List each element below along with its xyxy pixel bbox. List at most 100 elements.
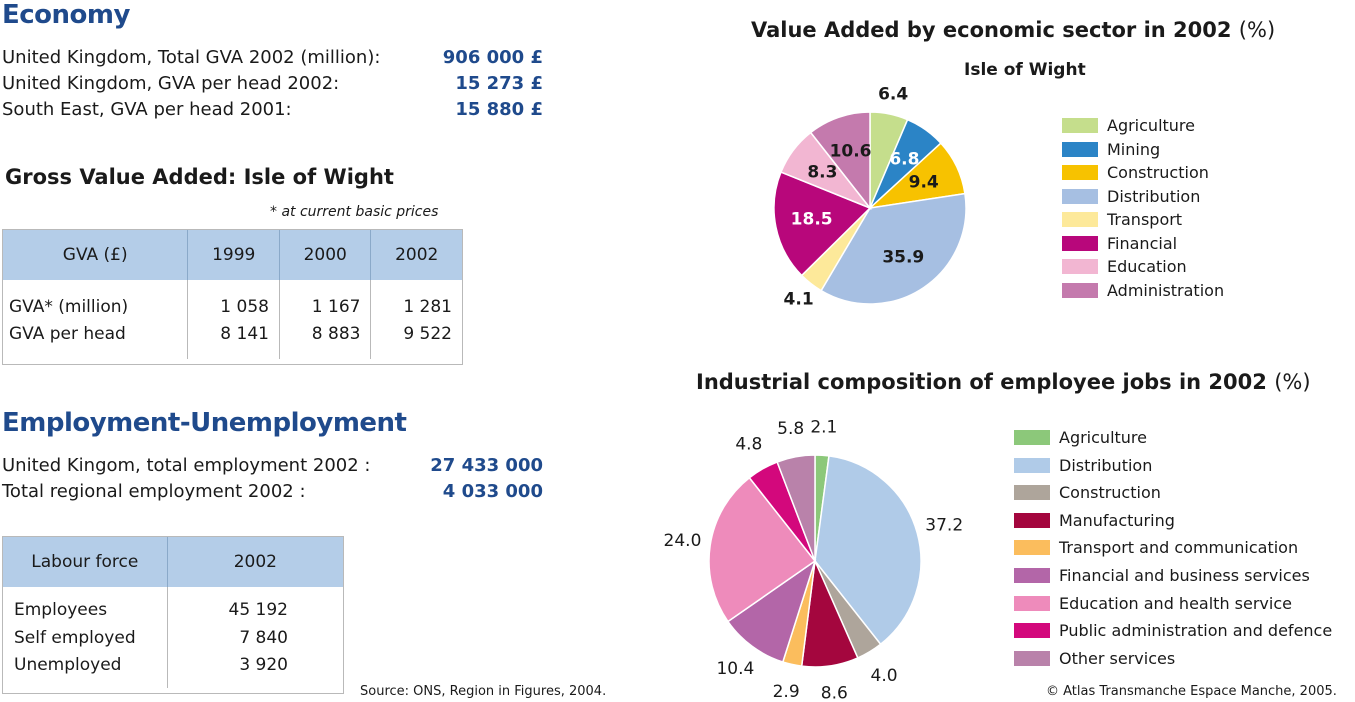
data-label-transport: 4.1 <box>784 289 814 309</box>
chart1-title-unit: (%) <box>1238 18 1276 42</box>
table-cell: 45 192 <box>228 600 288 620</box>
table-cell: 1 281 <box>403 296 452 317</box>
table-row: Employees 45 192 <box>3 587 343 621</box>
table-cell: 1 167 <box>279 280 372 319</box>
legend-swatch <box>1062 235 1098 251</box>
legend-swatch <box>1014 623 1050 639</box>
table-cell: Unemployed <box>3 654 168 688</box>
legend-label: Manufacturing <box>1059 510 1175 530</box>
data-label-education-and-health-service: 24.0 <box>664 531 702 551</box>
legend-item-construction: Construction <box>1062 163 1209 182</box>
economy-label: South East, GVA per head 2001: <box>2 99 292 120</box>
legend-label: Education <box>1107 257 1187 276</box>
labour-table-frame <box>2 536 344 694</box>
gva-table-header: 2002 <box>370 230 462 280</box>
legend-label: Education and health service <box>1059 593 1292 613</box>
data-label-mining: 6.8 <box>889 149 919 169</box>
legend-swatch <box>1062 141 1098 157</box>
pie-slice-education-and-health-service <box>708 476 817 623</box>
pie-slice-other-services <box>776 454 816 562</box>
legend-label: Administration <box>1107 280 1225 300</box>
labour-table-header: 2002 <box>167 537 343 587</box>
table-cell: GVA* (million) <box>3 280 189 319</box>
table-cell: Self employed <box>3 621 168 654</box>
legend-label: Transport <box>1107 210 1183 229</box>
pie-chart-value-added: 6.4 6.8 9.4 35.9 4.1 18.5 8.310.6 <box>773 84 967 309</box>
gva-table-header: 1999 <box>187 230 280 280</box>
pie-slice-distribution <box>814 455 922 646</box>
gva-table-header-row: GVA (£) 1999 2000 2002 <box>3 230 462 280</box>
legend-label: Agriculture <box>1059 428 1147 447</box>
legend-item-distribution: Distribution <box>1062 187 1200 206</box>
chart1-title-text: Value Added by economic sector in 2002 <box>751 18 1232 42</box>
chart2-title-unit: (%) <box>1274 370 1311 394</box>
data-label-other-services: 5.8 <box>777 419 804 439</box>
pie-slice-distribution <box>820 192 967 305</box>
employment-heading: Employment-Unemployment <box>2 408 407 438</box>
legend-label: Financial and business services <box>1059 566 1310 585</box>
table-cell: 3 920 <box>239 655 288 675</box>
data-label-agriculture: 2.1 <box>810 417 837 437</box>
data-label-financial: 18.5 <box>791 210 833 230</box>
legend-label: Distribution <box>1107 186 1201 206</box>
chart1-subtitle: Isle of Wight <box>964 60 1086 80</box>
legend-swatch <box>1062 212 1098 227</box>
chart2-title: Industrial composition of employee jobs … <box>696 370 1311 394</box>
data-label-construction: 9.4 <box>909 172 939 192</box>
legend-item-manufacturing: Manufacturing <box>1014 511 1175 530</box>
legend-label: Other services <box>1059 648 1176 668</box>
pie-slice-financial-and-business-services <box>726 559 817 663</box>
legend-item-administration: Administration <box>1062 281 1224 300</box>
labour-table-header: Labour force <box>3 537 168 587</box>
employment-label: United Kingom, total employment 2002 : <box>2 455 371 476</box>
legend-item-agriculture: Agriculture <box>1062 116 1195 135</box>
economy-label: United Kingdom, GVA per head 2002: <box>2 73 340 94</box>
legend-swatch <box>1062 118 1098 133</box>
data-label-education: 8.3 <box>807 162 837 182</box>
legend-swatch <box>1014 485 1050 501</box>
economy-value: 15 273 £ <box>455 73 543 94</box>
legend-label: Distribution <box>1059 455 1153 475</box>
legend-swatch <box>1014 512 1050 528</box>
employment-value: 4 033 000 <box>442 481 543 502</box>
data-label-agriculture: 6.4 <box>878 84 908 104</box>
table-row: Self employed 7 840 <box>3 621 343 654</box>
pie-chart-employee-jobs: 2.1 37.2 4.0 8.6 2.9 10.4 24.0 4.8 5.8 <box>664 417 964 700</box>
chart1-title: Value Added by economic sector in 2002 (… <box>751 18 1275 42</box>
legend-label: Transport and communication <box>1059 538 1299 558</box>
data-label-distribution: 37.2 <box>925 516 963 536</box>
data-label-distribution: 35.9 <box>882 247 924 267</box>
legend-swatch <box>1062 282 1098 298</box>
legend-item-other-services: Other services <box>1014 649 1175 668</box>
legend-label: Mining <box>1107 139 1161 159</box>
employment-label: Total regional employment 2002 : <box>2 481 306 502</box>
data-label-public-administration-and-defence: 4.8 <box>735 434 762 454</box>
table-cell: 8 141 <box>187 319 280 359</box>
data-label-construction: 4.0 <box>871 666 898 686</box>
source-note: Source: ONS, Region in Figures, 2004. <box>360 684 607 699</box>
chart2-title-text: Industrial composition of employee jobs … <box>696 370 1267 394</box>
table-row: GVA per head 8 141 8 883 9 522 <box>3 319 462 359</box>
legend-swatch <box>1014 457 1050 473</box>
legend-item-financial-and-business-services: Financial and business services <box>1014 566 1310 585</box>
economy-value: 15 880 £ <box>455 99 543 120</box>
table-cell: 7 840 <box>239 627 288 648</box>
legend-swatch <box>1014 430 1050 445</box>
gva-table-header: 2000 <box>279 230 372 280</box>
legend-swatch <box>1062 259 1098 274</box>
table-cell: Employees <box>3 587 168 621</box>
legend-swatch <box>1014 595 1050 611</box>
table-cell: 8 883 <box>279 319 372 359</box>
legend-label: Public administration and defence <box>1059 621 1333 641</box>
employment-value: 27 433 000 <box>430 455 543 476</box>
legend-swatch <box>1014 540 1050 556</box>
table-row: GVA* (million) 1 058 1 167 1 281 <box>3 280 462 319</box>
legend-swatch <box>1062 188 1098 204</box>
copyright-note: © Atlas Transmanche Espace Manche, 2005. <box>1046 684 1337 699</box>
legend-item-mining: Mining <box>1062 140 1160 159</box>
labour-table-header-row: Labour force 2002 <box>3 537 343 587</box>
legend-item-financial: Financial <box>1062 234 1177 253</box>
legend-item-education: Education <box>1062 257 1187 276</box>
data-label-financial-and-business-services: 10.4 <box>716 659 754 679</box>
economy-heading: Economy <box>2 0 130 30</box>
